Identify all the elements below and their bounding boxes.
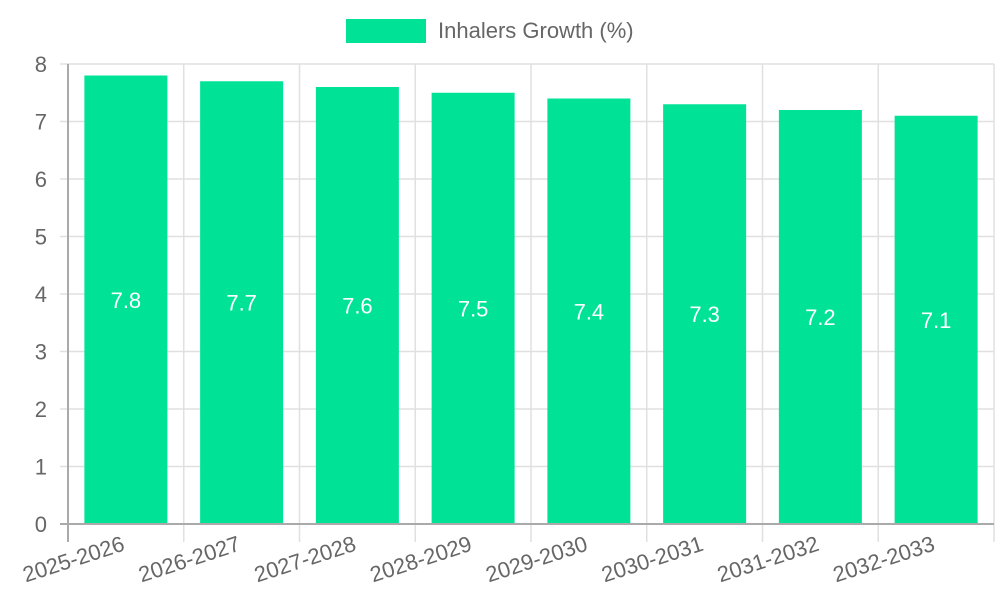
y-tick-label: 4 <box>35 282 47 307</box>
x-tick-label: 2032-2033 <box>830 531 938 587</box>
x-tick-label: 2031-2032 <box>714 531 822 587</box>
y-tick-label: 2 <box>35 397 47 422</box>
bar[interactable] <box>84 75 168 525</box>
bar[interactable] <box>663 104 747 524</box>
y-tick-label: 7 <box>35 110 47 135</box>
bar-value-label: 7.1 <box>921 308 952 333</box>
legend-label: Inhalers Growth (%) <box>438 18 634 43</box>
y-tick-label: 8 <box>35 52 47 77</box>
bar-value-label: 7.4 <box>574 299 605 324</box>
x-tick-label: 2028-2029 <box>367 531 475 587</box>
bar-value-label: 7.7 <box>226 291 257 316</box>
y-axis-ticks: 0 1 2 3 4 5 6 7 8 <box>35 52 47 537</box>
x-tick-label: 2027-2028 <box>251 531 359 587</box>
bar-value-label: 7.3 <box>689 302 720 327</box>
bar[interactable] <box>200 81 284 524</box>
data-labels: 7.8 7.7 7.6 7.5 7.4 7.3 7.2 7.1 <box>111 288 952 333</box>
bars <box>84 75 978 525</box>
bar-value-label: 7.2 <box>805 305 836 330</box>
bar-value-label: 7.6 <box>342 294 373 319</box>
x-tick-label: 2026-2027 <box>135 531 243 587</box>
chart-legend[interactable]: Inhalers Growth (%) <box>346 18 634 44</box>
bar[interactable] <box>431 92 515 524</box>
bar[interactable] <box>315 87 399 524</box>
x-tick-label: 2030-2031 <box>598 531 706 587</box>
axes <box>60 64 994 542</box>
x-tick-label: 2025-2026 <box>20 531 128 587</box>
x-tick-label: 2029-2030 <box>483 531 591 587</box>
bar-value-label: 7.8 <box>111 288 142 313</box>
legend-swatch <box>346 19 426 43</box>
y-tick-label: 5 <box>35 225 47 250</box>
y-tick-label: 6 <box>35 167 47 192</box>
y-tick-label: 3 <box>35 340 47 365</box>
bar[interactable] <box>547 98 631 525</box>
y-tick-label: 0 <box>35 512 47 537</box>
bar-value-label: 7.5 <box>458 296 489 321</box>
y-tick-label: 1 <box>35 455 47 480</box>
bar[interactable] <box>894 115 978 524</box>
bar[interactable] <box>778 110 862 524</box>
x-axis-ticks: 2025-2026 2026-2027 2027-2028 2028-2029 2029… <box>20 531 938 587</box>
